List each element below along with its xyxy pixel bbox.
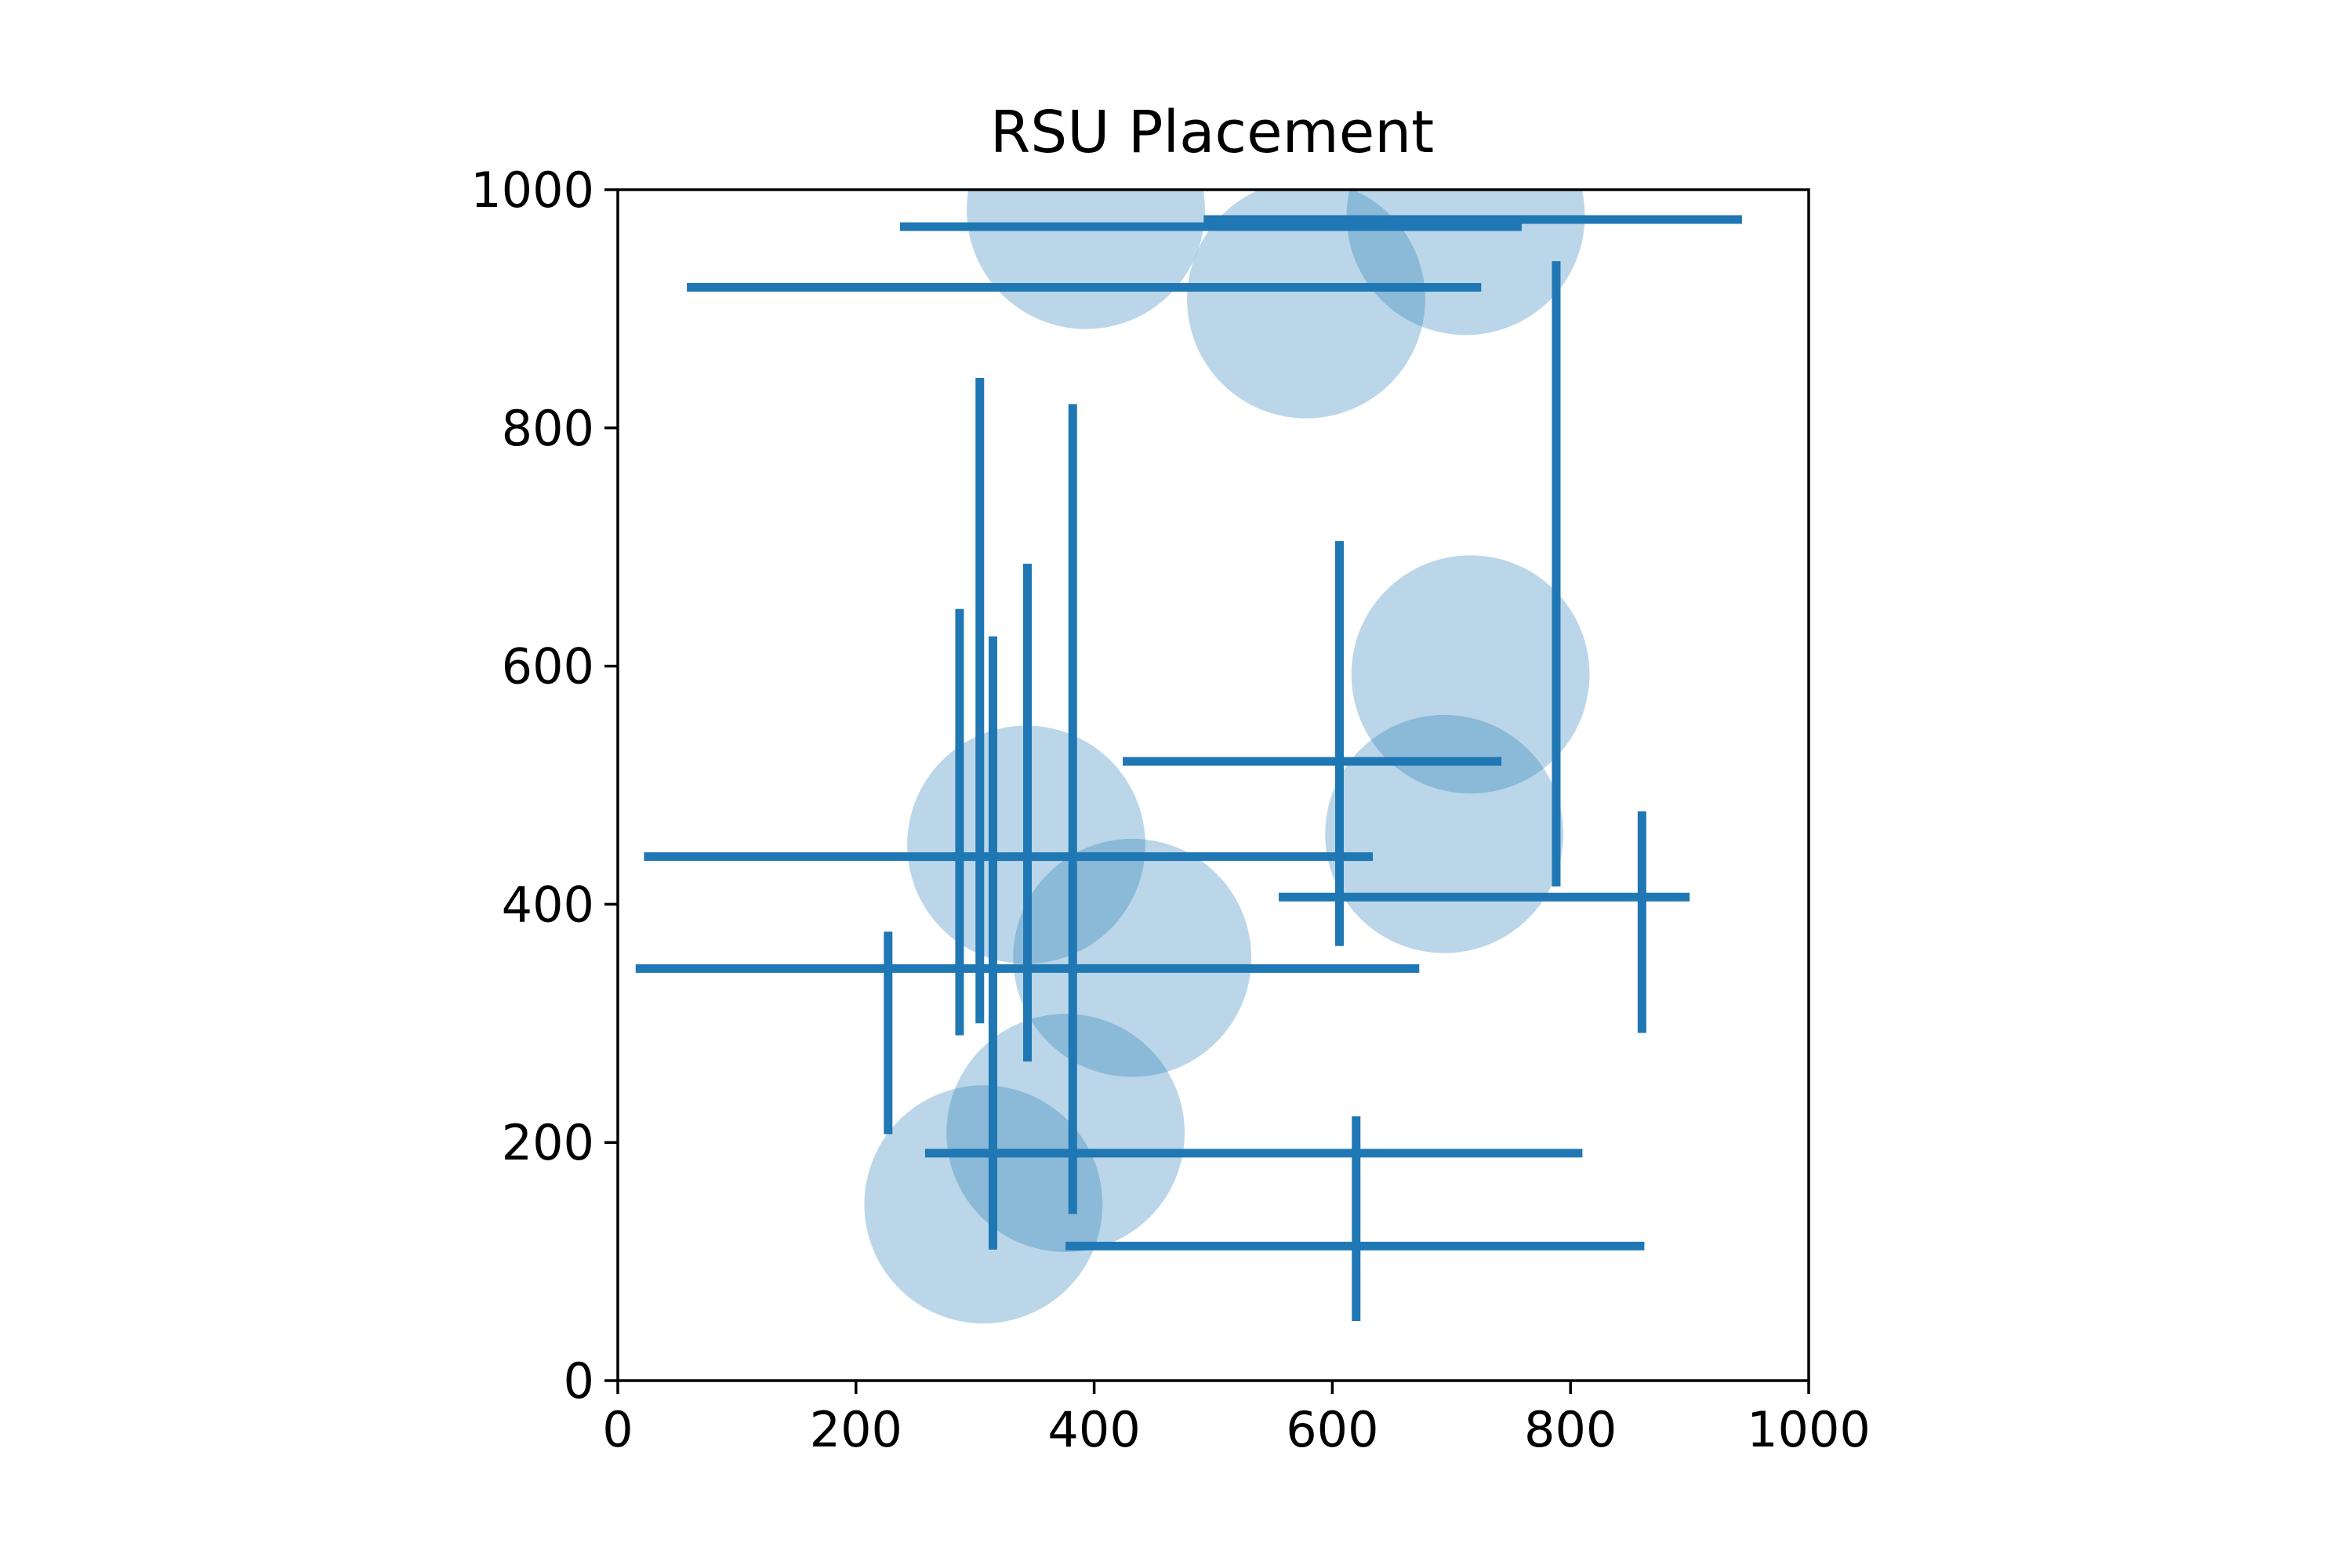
x-tick-label-1000: 1000 — [1747, 1401, 1871, 1458]
rsu-coverage-circle-5 — [1325, 714, 1564, 953]
rsu-coverage-circle-8 — [946, 1014, 1185, 1252]
x-tick-label-0: 0 — [602, 1401, 633, 1458]
y-tick-label-400: 400 — [502, 876, 594, 933]
x-tick-label-200: 200 — [810, 1401, 902, 1458]
x-tick-label-800: 800 — [1524, 1401, 1617, 1458]
plot-area — [616, 188, 1810, 1382]
axes-frame — [616, 188, 1810, 1382]
x-axis: 0 200 400 600 800 1000 — [602, 1381, 1871, 1458]
y-axis: 0 200 400 600 800 1000 — [470, 162, 618, 1410]
chart-title: RSU Placement — [990, 99, 1434, 166]
rsu-coverage-circle-4 — [1351, 555, 1590, 794]
road-layer — [635, 215, 1742, 1322]
x-tick-label-400: 400 — [1047, 1401, 1140, 1458]
rsu-coverage-circle-2 — [1187, 190, 1425, 419]
y-tick-label-600: 600 — [502, 638, 594, 695]
y-tick-label-0: 0 — [564, 1352, 594, 1410]
rsu-coverage-circle-9 — [864, 1085, 1103, 1324]
y-tick-label-200: 200 — [502, 1114, 594, 1171]
y-tick-label-1000: 1000 — [470, 162, 594, 219]
y-tick-label-800: 800 — [502, 400, 594, 457]
x-tick-label-600: 600 — [1286, 1401, 1378, 1458]
